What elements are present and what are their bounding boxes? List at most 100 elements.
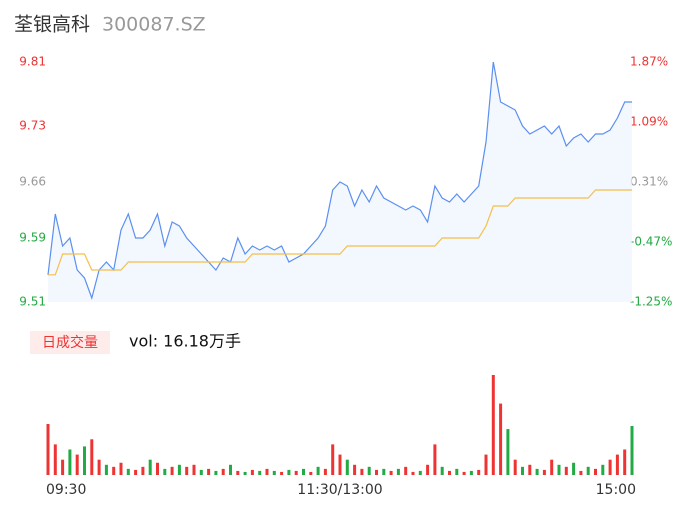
volume-bar xyxy=(112,466,116,475)
volume-bar xyxy=(280,471,284,475)
volume-bar xyxy=(411,471,415,475)
volume-bar xyxy=(75,454,79,475)
y2-tick-label: -0.47% xyxy=(630,235,672,249)
volume-bar xyxy=(579,470,583,475)
volume-bar xyxy=(469,470,473,475)
volume-bar xyxy=(353,464,357,475)
volume-bar xyxy=(243,471,247,475)
volume-bar xyxy=(302,468,305,475)
volume-bar xyxy=(513,459,517,475)
volume-bar xyxy=(141,466,145,475)
volume-bar xyxy=(462,471,466,475)
y2-tick-label: 1.09% xyxy=(630,115,668,129)
price-line xyxy=(47,61,632,301)
volume-tag: 日成交量 xyxy=(42,334,98,351)
volume-total: vol: 16.18万手 xyxy=(129,332,241,351)
y-tick-label: 9.73 xyxy=(19,119,46,133)
volume-bar xyxy=(506,429,510,475)
volume-bar xyxy=(535,468,539,475)
volume-bar xyxy=(564,466,568,475)
volume-bar xyxy=(199,469,203,475)
volume-bar xyxy=(572,462,576,475)
volume-bar xyxy=(382,468,386,475)
volume-bar xyxy=(499,403,503,475)
volume-bar xyxy=(630,426,634,475)
volume-bar xyxy=(586,466,590,475)
x-tick-label: 11:30/13:00 xyxy=(297,482,382,498)
volume-bar xyxy=(61,459,65,475)
volume-bar xyxy=(550,459,554,475)
volume-bar xyxy=(375,469,378,475)
volume-bar xyxy=(623,449,627,475)
volume-bar xyxy=(608,459,612,475)
volume-bar xyxy=(491,375,495,475)
volume-bar xyxy=(557,464,561,475)
volume-bar xyxy=(185,466,189,475)
y-tick-label: 9.81 xyxy=(19,55,46,69)
volume-bar xyxy=(163,468,167,475)
volume-bar xyxy=(265,468,269,475)
volume-bar xyxy=(433,444,437,475)
volume-bar xyxy=(221,468,225,475)
volume-bar xyxy=(418,470,422,475)
y-tick-label: 9.66 xyxy=(19,175,46,189)
volume-bar xyxy=(258,470,262,475)
volume-bar xyxy=(367,466,371,475)
volume-bar xyxy=(53,444,57,475)
volume-bar xyxy=(404,466,408,475)
y-tick-label: 9.51 xyxy=(19,295,46,309)
volume-bar xyxy=(440,466,444,475)
volume-bar xyxy=(323,468,327,475)
volume-bar xyxy=(83,446,86,475)
volume-bar xyxy=(134,469,138,475)
volume-bar xyxy=(528,464,532,475)
volume-bar xyxy=(177,464,181,475)
volume-tag-bg xyxy=(30,331,110,354)
volume-bar xyxy=(389,470,393,475)
volume-bar xyxy=(455,468,459,475)
volume-bar xyxy=(207,468,211,475)
volume-bar xyxy=(192,464,196,475)
volume-bar xyxy=(214,470,218,475)
volume-bar xyxy=(119,462,123,475)
volume-bar xyxy=(360,468,364,475)
x-tick-label: 15:00 xyxy=(596,482,636,498)
volume-bar xyxy=(338,454,342,475)
volume-bar xyxy=(309,471,313,475)
volume-bar xyxy=(272,470,276,475)
x-tick-label: 09:30 xyxy=(46,482,86,498)
volume-bar xyxy=(250,469,254,475)
volume-bar xyxy=(448,470,451,475)
volume-bar xyxy=(316,466,320,475)
volume-bar xyxy=(484,454,488,475)
volume-bar xyxy=(148,459,152,475)
y-tick-label: 9.59 xyxy=(19,231,46,245)
volume-bar xyxy=(396,468,400,475)
stock-name: 荃银高科 xyxy=(14,14,90,36)
volume-bar xyxy=(345,459,349,475)
volume-bar xyxy=(156,462,159,475)
volume-bar xyxy=(229,464,232,475)
volume-bar xyxy=(104,464,108,475)
y2-tick-label: 0.31% xyxy=(630,175,668,189)
volume-bar xyxy=(236,470,240,475)
volume-bar xyxy=(97,459,101,475)
volume-bar xyxy=(170,466,174,475)
volume-bar xyxy=(68,449,72,475)
volume-bar xyxy=(46,423,50,475)
volume-bar xyxy=(542,469,546,475)
avg-line xyxy=(48,189,632,276)
volume-bar xyxy=(426,464,430,475)
volume-bar xyxy=(287,469,291,475)
volume-bar xyxy=(594,468,597,475)
volume-bar xyxy=(521,466,524,475)
volume-bar xyxy=(90,439,94,475)
volume-bar xyxy=(331,444,335,475)
stock-code: 300087.SZ xyxy=(102,14,206,36)
volume-bar xyxy=(477,469,481,475)
volume-bar xyxy=(294,470,298,475)
y2-tick-label: -1.25% xyxy=(630,295,672,309)
y2-tick-label: 1.87% xyxy=(630,55,668,69)
volume-bar xyxy=(615,454,619,475)
